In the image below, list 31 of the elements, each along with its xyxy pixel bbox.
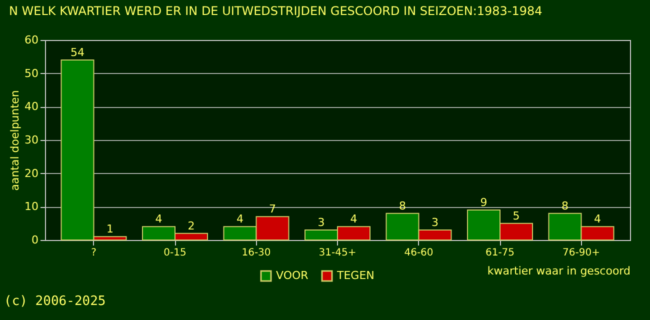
data-label: 4	[236, 212, 244, 226]
x-tick-label: 46-60	[404, 248, 434, 258]
y-tick-label: 0	[32, 234, 38, 246]
y-tick-label: 40	[24, 100, 38, 114]
y-tick-label: 20	[24, 166, 38, 180]
data-label: 4	[350, 212, 358, 226]
data-label: 4	[594, 212, 601, 226]
x-tick-label: 0-15	[164, 248, 186, 258]
data-label: 1	[106, 222, 114, 236]
data-label: 5	[512, 209, 520, 222]
legend-label: TEGEN	[336, 269, 374, 282]
data-label: 3	[432, 216, 438, 229]
data-label: 9	[480, 196, 488, 209]
data-label: 4	[155, 212, 162, 226]
chart-title: N WELK KWARTIER WERD ER IN DE UITWEDSTRIJDEN GESCOORD IN SEIZOEN:1983-1984	[9, 4, 542, 18]
y-tick-label: 30	[24, 134, 38, 146]
y-axis-title: aantal doelpunten	[8, 90, 22, 191]
data-label: 2	[188, 219, 195, 232]
y-tick-label: 60	[24, 34, 38, 46]
x-tick-label: 16-30	[242, 248, 271, 258]
x-tick-label: 61-75	[485, 248, 515, 258]
data-label: 54	[70, 46, 84, 59]
x-tick-label: 31-45+	[318, 248, 356, 258]
data-label: 3	[318, 216, 325, 229]
y-tick-label: 50	[24, 66, 38, 80]
x-tick-label: ?	[91, 248, 96, 258]
legend-label: VOOR	[276, 269, 309, 282]
y-tick-label: 10	[24, 200, 38, 214]
x-axis-title: kwartier waar in gescoord	[487, 264, 630, 278]
text: (c) 2006-2025	[4, 294, 106, 309]
x-tick-label: 76-90+	[562, 248, 600, 258]
